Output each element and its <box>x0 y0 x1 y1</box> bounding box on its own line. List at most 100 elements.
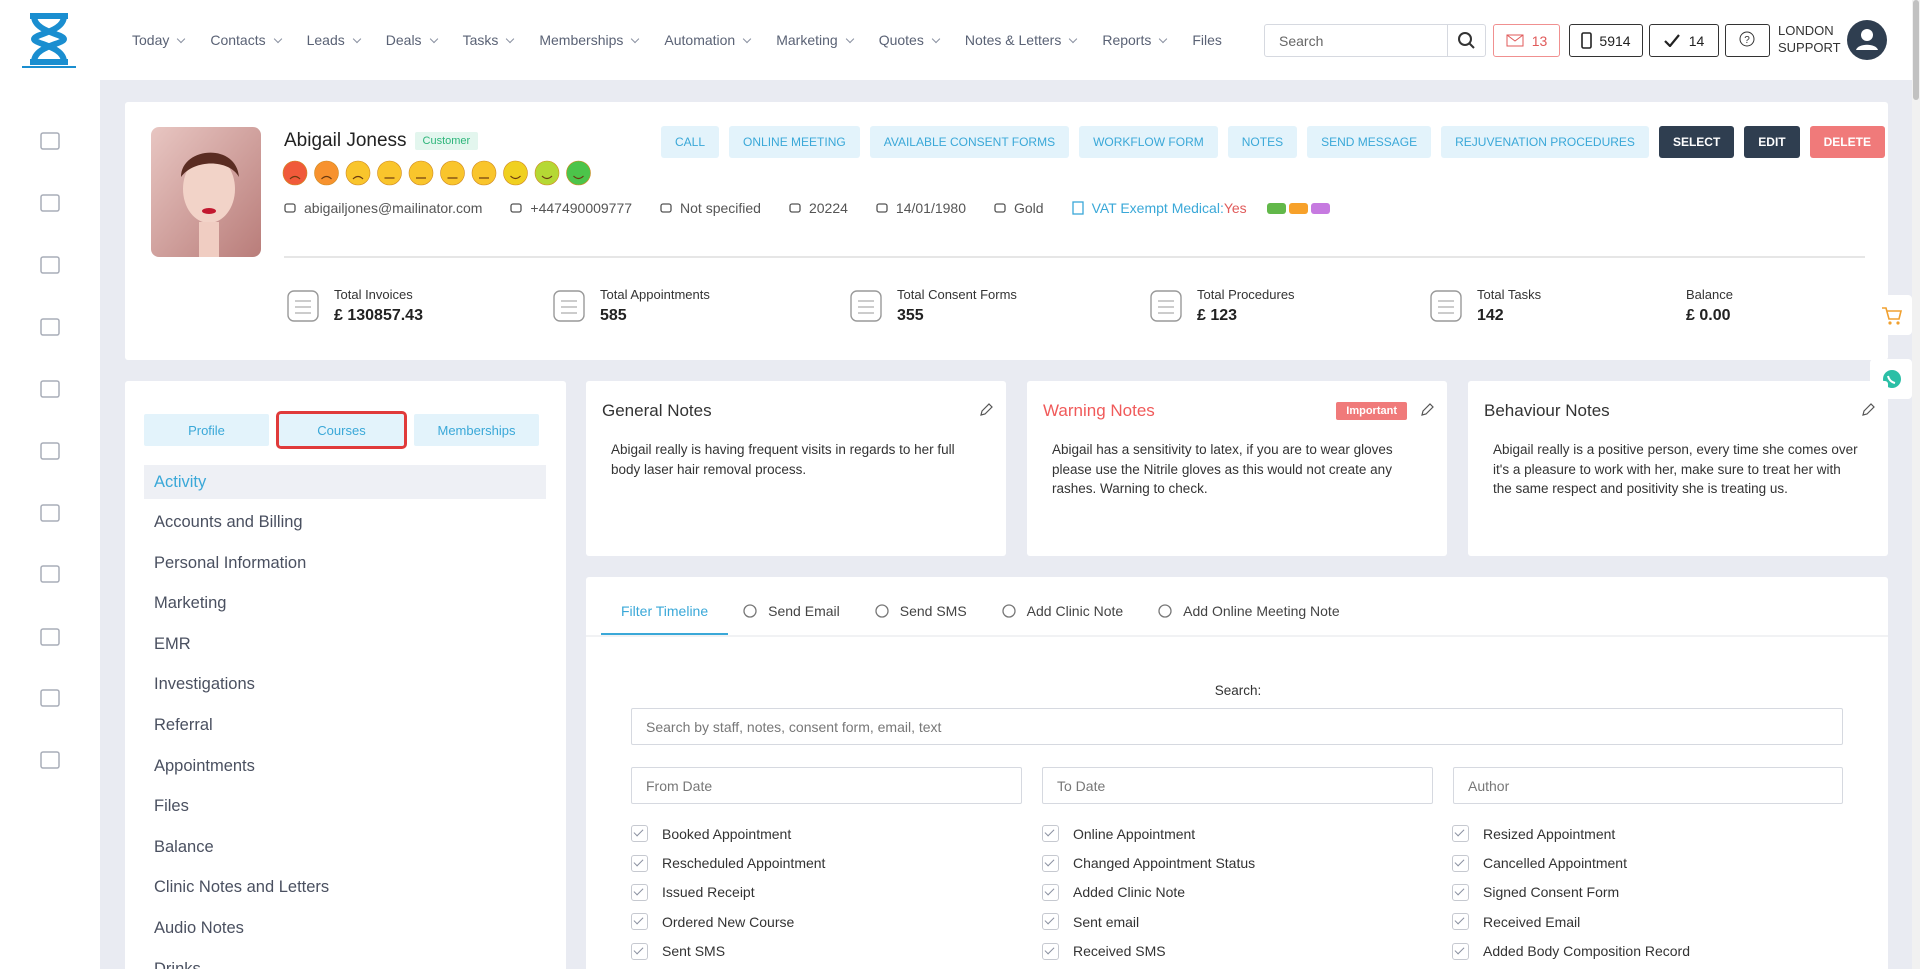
search-icon[interactable] <box>1447 25 1485 56</box>
rating-face[interactable] <box>534 160 560 186</box>
event-checkbox[interactable]: Sent email <box>1042 907 1452 936</box>
side-icon[interactable] <box>38 562 62 586</box>
menu-item[interactable]: Marketing <box>154 594 227 613</box>
event-checkbox[interactable]: Signed Consent Form <box>1452 878 1852 907</box>
event-checkbox[interactable]: Online Appointment <box>1042 819 1452 848</box>
event-checkbox[interactable]: Issued Receipt <box>631 878 1042 907</box>
edit-icon[interactable] <box>1860 402 1876 418</box>
phone-badge[interactable]: 5914 <box>1569 24 1643 57</box>
mail-badge[interactable]: 13 <box>1493 24 1560 57</box>
side-icon[interactable] <box>38 748 62 772</box>
rating-face[interactable] <box>440 160 465 186</box>
timeline-tab[interactable]: Send SMS <box>860 589 987 633</box>
timeline-tab[interactable]: Add Clinic Note <box>987 589 1144 633</box>
user-avatar[interactable] <box>1847 20 1887 60</box>
action-button[interactable]: AVAILABLE CONSENT FORMS <box>869 126 1070 158</box>
action-button[interactable]: ONLINE MEETING <box>729 126 860 158</box>
action-button[interactable]: EDIT <box>1744 126 1800 158</box>
checkbox[interactable] <box>1452 913 1469 931</box>
action-button[interactable]: WORKFLOW FORM <box>1079 126 1218 158</box>
checkbox[interactable] <box>631 942 648 960</box>
rating-face[interactable] <box>471 160 497 186</box>
checkbox[interactable] <box>1042 883 1059 901</box>
side-icon[interactable] <box>38 129 62 153</box>
nav-item[interactable]: Tasks <box>463 32 514 48</box>
checkbox[interactable] <box>1042 825 1059 843</box>
event-checkbox[interactable]: Sent SMS <box>631 937 1042 966</box>
checkbox[interactable] <box>1042 854 1059 872</box>
timeline-tab[interactable]: Send Email <box>728 589 860 633</box>
rating-face[interactable] <box>503 160 528 186</box>
menu-item[interactable]: Investigations <box>154 675 255 694</box>
menu-item[interactable]: Activity <box>144 465 546 499</box>
checkbox[interactable] <box>1042 913 1059 931</box>
action-button[interactable]: SELECT <box>1658 126 1735 158</box>
checkbox[interactable] <box>631 913 648 931</box>
action-button[interactable]: DELETE <box>1809 126 1885 158</box>
nav-item[interactable]: Quotes <box>879 32 939 48</box>
filter-input[interactable]: From Date <box>631 767 1022 804</box>
menu-item[interactable]: Clinic Notes and Letters <box>154 878 330 897</box>
action-button[interactable]: CALL <box>661 126 720 158</box>
scrollbar[interactable] <box>1912 0 1920 969</box>
action-button[interactable]: REJUVENATION PROCEDURES <box>1441 126 1649 158</box>
user-name[interactable]: LONDON SUPPORT <box>1778 22 1841 56</box>
side-icon[interactable] <box>38 253 62 277</box>
menu-item[interactable]: Files <box>154 797 189 816</box>
cart-button[interactable] <box>1870 295 1912 335</box>
checkbox[interactable] <box>1452 942 1469 960</box>
timeline-tab[interactable]: Filter Timeline <box>601 589 729 635</box>
menu-item[interactable]: Drinks <box>154 959 201 969</box>
rating-face[interactable] <box>282 160 308 186</box>
checkbox[interactable] <box>1452 854 1469 872</box>
satisfaction-rating[interactable] <box>282 159 602 187</box>
nav-item[interactable]: Notes & Letters <box>965 32 1077 48</box>
timeline-search[interactable]: Search by staff, notes, consent form, em… <box>631 708 1843 745</box>
side-icon[interactable] <box>38 439 62 463</box>
side-icon[interactable] <box>38 686 62 710</box>
nav-item[interactable]: Today <box>132 32 184 48</box>
rating-face[interactable] <box>345 160 371 186</box>
event-checkbox[interactable]: Changed Appointment Status <box>1042 848 1452 877</box>
menu-item[interactable]: Accounts and Billing <box>154 513 303 532</box>
checkbox[interactable] <box>631 825 648 843</box>
side-icon[interactable] <box>38 377 62 401</box>
event-checkbox[interactable]: Rescheduled Appointment <box>631 848 1042 877</box>
checkbox[interactable] <box>1452 825 1469 843</box>
nav-item[interactable]: Files <box>1192 32 1222 48</box>
nav-item[interactable]: Marketing <box>776 32 852 48</box>
logo[interactable] <box>22 10 76 68</box>
checkbox[interactable] <box>1042 942 1059 960</box>
edit-icon[interactable] <box>1419 402 1435 418</box>
task-badge[interactable]: 14 <box>1649 24 1719 57</box>
nav-item[interactable]: Contacts <box>210 32 280 48</box>
side-icon[interactable] <box>38 315 62 339</box>
checkbox[interactable] <box>631 883 648 901</box>
profile-tab[interactable]: Courses <box>276 411 407 449</box>
menu-item[interactable]: Appointments <box>154 756 255 775</box>
event-checkbox[interactable]: Resized Appointment <box>1452 819 1852 848</box>
event-checkbox[interactable]: Added Body Composition Record <box>1452 937 1852 966</box>
rating-face[interactable] <box>566 160 591 186</box>
event-checkbox[interactable]: Received Email <box>1452 907 1852 936</box>
side-icon[interactable] <box>38 501 62 525</box>
rating-face[interactable] <box>408 160 434 186</box>
menu-item[interactable]: Balance <box>154 837 214 856</box>
nav-item[interactable]: Reports <box>1102 32 1166 48</box>
side-icon[interactable] <box>38 625 62 649</box>
edit-icon[interactable] <box>978 402 994 418</box>
profile-tab[interactable]: Profile <box>144 414 269 446</box>
nav-item[interactable]: Memberships <box>539 32 638 48</box>
checkbox[interactable] <box>1452 883 1469 901</box>
filter-input[interactable]: To Date <box>1042 767 1433 804</box>
checkbox[interactable] <box>631 854 648 872</box>
nav-item[interactable]: Deals <box>386 32 437 48</box>
menu-item[interactable]: Referral <box>154 716 213 735</box>
event-checkbox[interactable]: Cancelled Appointment <box>1452 848 1852 877</box>
event-checkbox[interactable]: Received SMS <box>1042 937 1452 966</box>
help-button[interactable]: ? <box>1725 24 1770 57</box>
search-box[interactable]: Search <box>1264 24 1486 57</box>
action-button[interactable]: NOTES <box>1227 126 1298 158</box>
timeline-tab[interactable]: Add Online Meeting Note <box>1143 589 1359 633</box>
profile-tab[interactable]: Memberships <box>414 414 539 446</box>
